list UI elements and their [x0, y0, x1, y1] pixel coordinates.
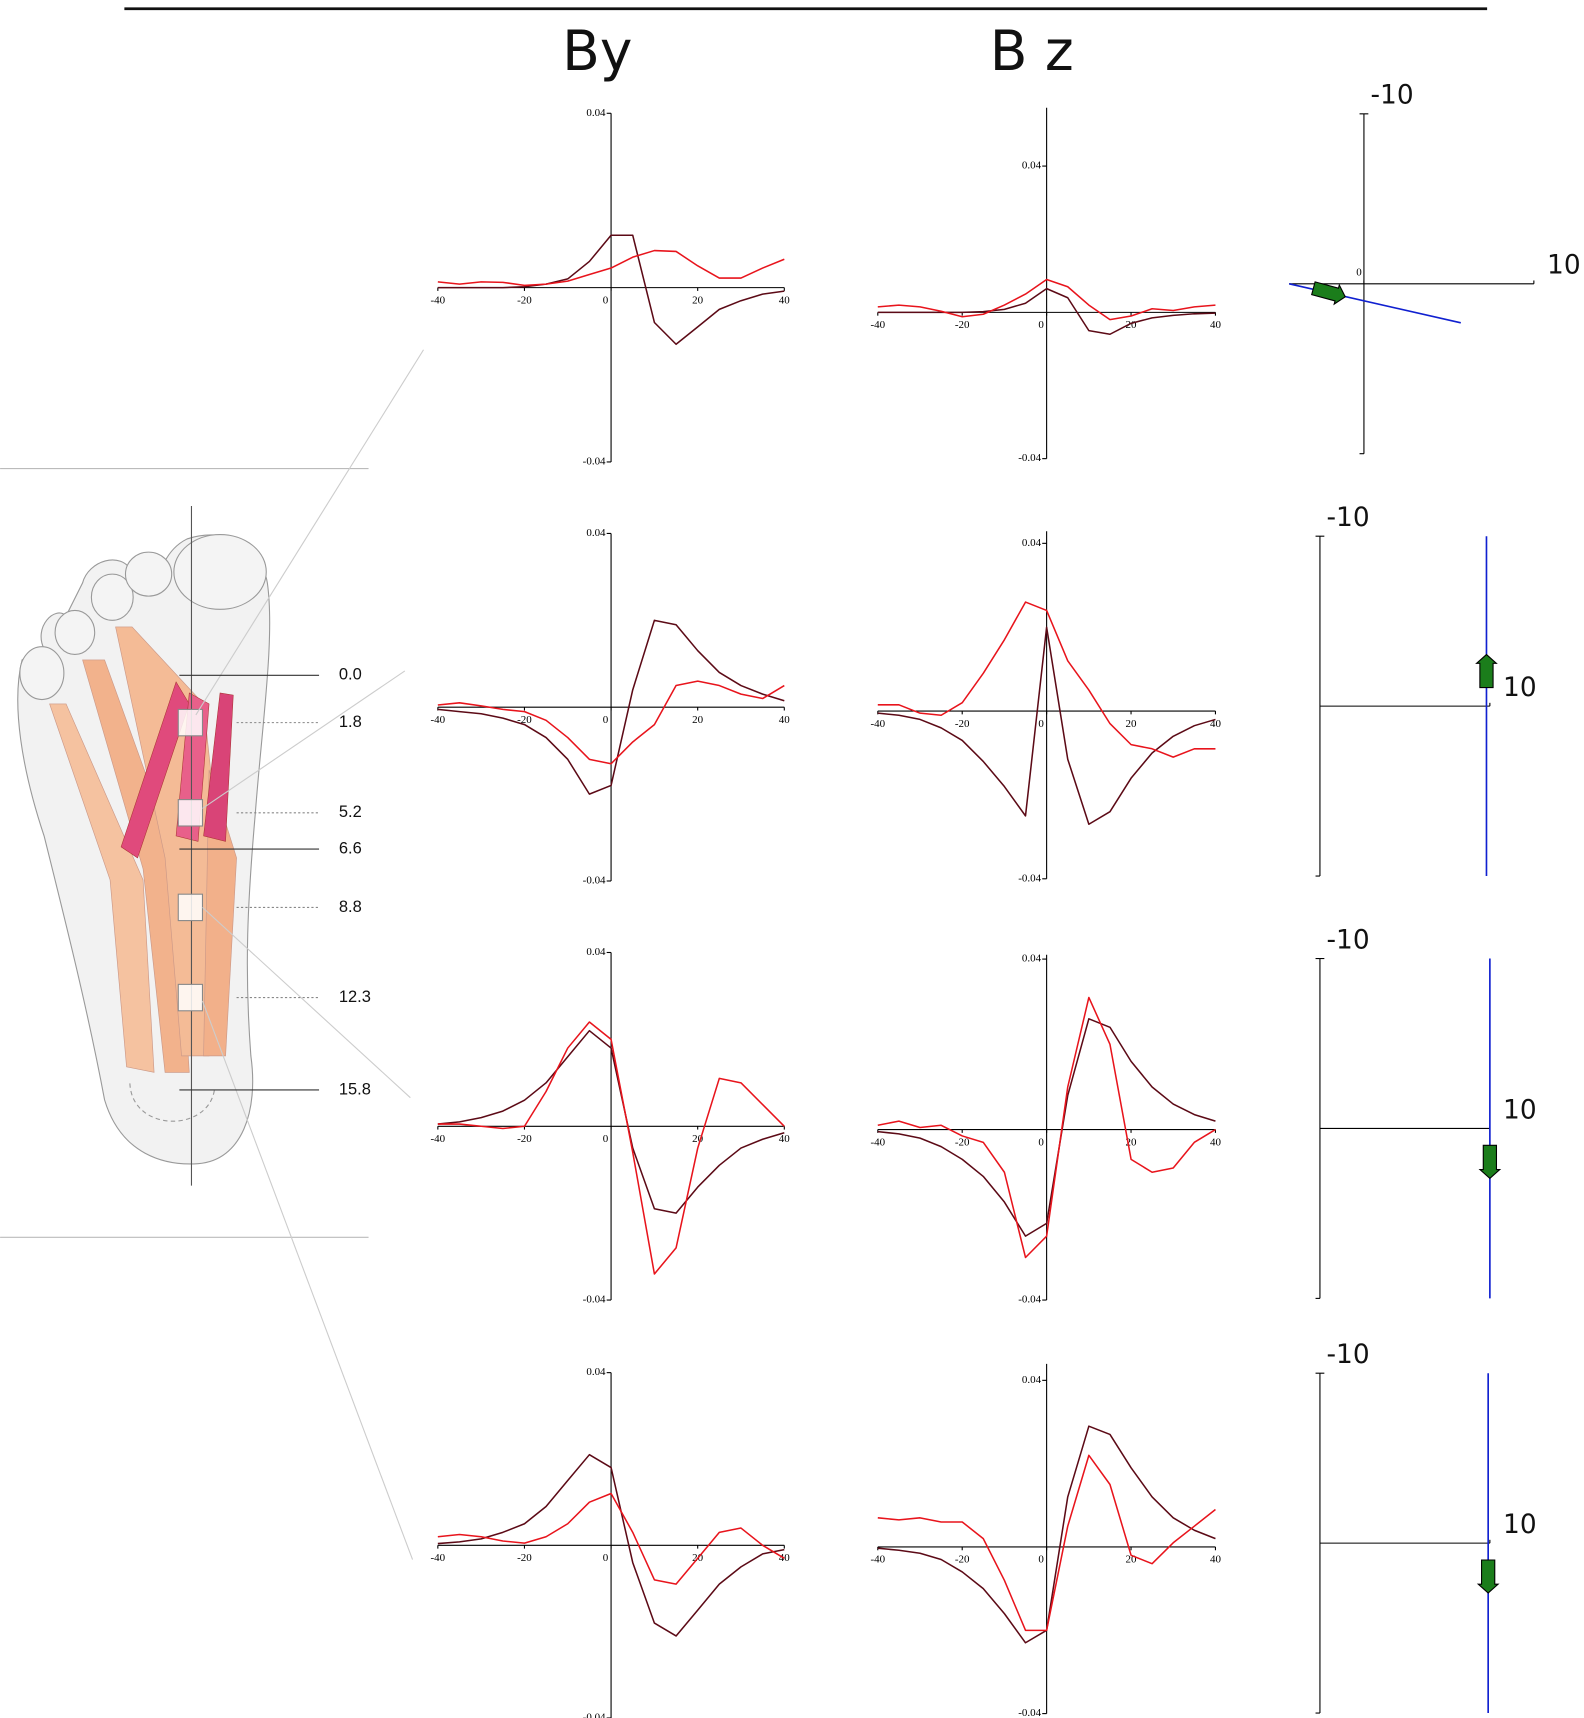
series-line	[437, 1021, 785, 1275]
x-tick-label: 20	[692, 1133, 703, 1145]
series-line	[877, 287, 1216, 336]
x-tick-label: 20	[692, 294, 703, 306]
x-tick-label: 40	[779, 1552, 790, 1564]
dipole-arrow-group	[1475, 653, 1498, 689]
y-tick-label: 0.04	[586, 1366, 606, 1378]
x-tick-label: 0	[603, 714, 609, 726]
dipole-arrow-group	[1476, 1559, 1500, 1594]
x-tick-label: -20	[517, 1552, 532, 1564]
y-tick-label: 0.04	[586, 946, 606, 958]
x-tick-label: 0	[1038, 1136, 1044, 1148]
dipole-arrow-group	[1478, 1144, 1502, 1180]
y-tick-label: 0.04	[586, 107, 606, 119]
x-tick-label: 20	[1126, 1136, 1137, 1148]
x-tick-label: -40	[870, 1136, 885, 1148]
series-line	[877, 626, 1216, 826]
x-tick-label: -20	[517, 294, 532, 306]
series-line	[877, 1454, 1216, 1632]
x-tick-label: 20	[1126, 718, 1137, 730]
foot-label: 8.8	[339, 898, 362, 916]
x-tick-label: 40	[1210, 319, 1221, 331]
x-tick-label: 20	[692, 714, 703, 726]
y-tick-label: -0.04	[1018, 1707, 1041, 1718]
y-tick-label: -10	[1327, 925, 1370, 955]
y-tick-label: 0.04	[1022, 1374, 1042, 1386]
x-tick-label: 40	[1210, 1136, 1221, 1148]
dipole-arrow	[1478, 1144, 1502, 1180]
x-tick-label: -40	[870, 1554, 885, 1566]
x-tick-label: 0	[1038, 319, 1044, 331]
x-tick-label: 10	[1503, 673, 1537, 703]
x-tick-label: 40	[779, 294, 790, 306]
series-line	[877, 278, 1216, 321]
x-tick-label: -40	[431, 1552, 446, 1564]
x-tick-label: -20	[955, 319, 970, 331]
x-tick-label: 0	[1356, 266, 1362, 278]
series-line	[877, 996, 1216, 1259]
foot-label: 0.0	[339, 666, 362, 684]
foot-label: 6.6	[339, 839, 362, 857]
y-tick-label: -10	[1327, 1340, 1370, 1370]
x-tick-label: 40	[779, 714, 790, 726]
x-tick-label: 40	[1210, 718, 1221, 730]
dipole-arrow	[1475, 653, 1498, 689]
x-tick-label: 40	[779, 1133, 790, 1145]
column-title: B z	[990, 19, 1074, 83]
y-tick-label: -0.04	[1018, 1294, 1041, 1306]
dipole-arrow	[1476, 1559, 1500, 1594]
y-tick-label: 0.04	[1022, 160, 1042, 172]
column-title: By	[562, 19, 632, 83]
x-tick-label: 10	[1547, 251, 1581, 281]
x-tick-label: -40	[431, 714, 446, 726]
x-tick-label: -20	[955, 1554, 970, 1566]
x-tick-label: -40	[431, 1133, 446, 1145]
series-line	[437, 1492, 785, 1585]
series-line	[437, 1453, 785, 1637]
x-tick-label: 0	[603, 1133, 609, 1145]
x-tick-label: 20	[1126, 319, 1137, 331]
x-tick-label: -20	[517, 1133, 532, 1145]
x-tick-label: 10	[1503, 1095, 1537, 1125]
y-tick-label: -0.04	[583, 1712, 606, 1718]
x-tick-label: -40	[870, 718, 885, 730]
x-tick-label: -40	[431, 294, 446, 306]
x-tick-label: -20	[955, 718, 970, 730]
dipole-arrow-group	[1310, 281, 1346, 306]
y-tick-label: -10	[1371, 81, 1414, 111]
x-tick-label: 0	[1038, 1554, 1044, 1566]
foot-label: 12.3	[339, 988, 371, 1006]
y-tick-label: -0.04	[583, 875, 606, 887]
foot-label: 1.8	[339, 713, 362, 731]
series-line	[437, 1029, 785, 1214]
series-line	[437, 619, 785, 795]
foot-label: 15.8	[339, 1080, 371, 1098]
series-line	[437, 234, 785, 346]
foot-label: 5.2	[339, 803, 362, 821]
x-tick-label: -40	[870, 319, 885, 331]
series-line	[437, 680, 785, 765]
x-tick-label: 0	[1038, 718, 1044, 730]
series-line	[877, 1018, 1216, 1237]
series-line	[877, 601, 1216, 758]
dipole-arrow	[1310, 281, 1346, 306]
x-tick-label: -20	[955, 1136, 970, 1148]
foot-illustration	[0, 349, 425, 1560]
y-tick-label: -0.04	[583, 1294, 606, 1306]
y-tick-label: -0.04	[583, 455, 606, 467]
x-tick-label: 20	[1126, 1554, 1137, 1566]
y-tick-label: 0.04	[1022, 537, 1042, 549]
y-tick-label: 0.04	[586, 527, 606, 539]
x-tick-label: 0	[603, 294, 609, 306]
y-tick-label: -0.04	[1018, 452, 1041, 464]
y-tick-label: -0.04	[1018, 872, 1041, 884]
x-tick-label: 0	[603, 1552, 609, 1564]
x-tick-label: 10	[1503, 1510, 1537, 1540]
series-line	[437, 249, 785, 287]
y-tick-label: -10	[1327, 503, 1370, 533]
x-tick-label: 40	[1210, 1554, 1221, 1566]
y-tick-label: 0.04	[1022, 953, 1042, 965]
